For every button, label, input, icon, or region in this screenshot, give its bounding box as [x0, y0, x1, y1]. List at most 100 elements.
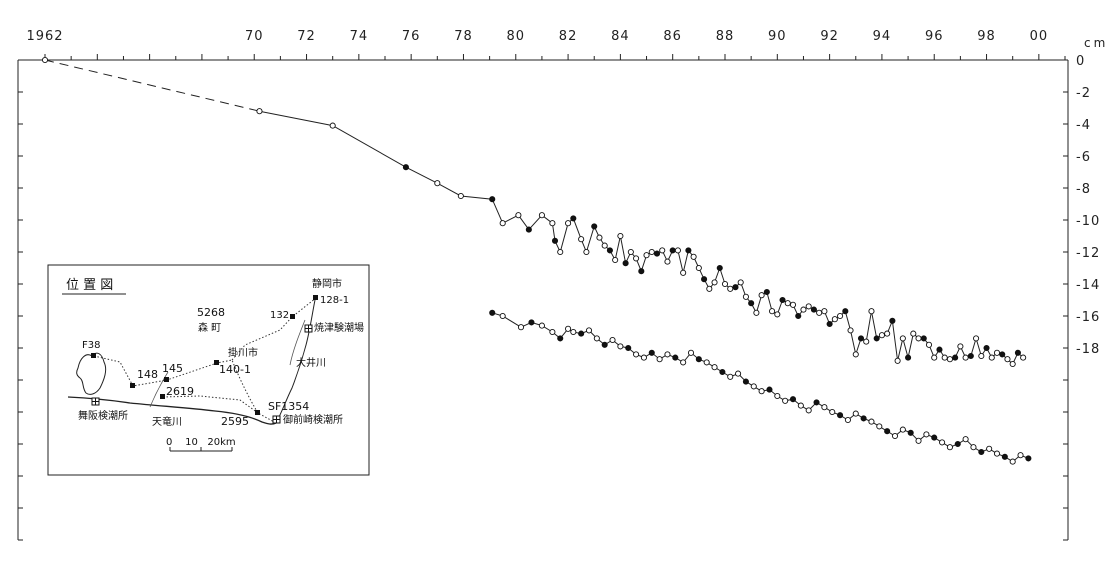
series-2-point [680, 359, 687, 366]
x-tick-label: 96 [925, 29, 944, 44]
series-2-point [789, 396, 797, 403]
series-2-point [750, 383, 757, 390]
series-1-point [842, 308, 849, 315]
series-1-point [847, 327, 854, 334]
series-1-point [41, 56, 49, 64]
series-1-point [973, 335, 980, 342]
series-1-point [810, 306, 817, 313]
series-2-point [719, 368, 726, 376]
series-1-point [557, 248, 564, 256]
series-2-point [625, 344, 632, 352]
y-unit-label: cm [1084, 36, 1108, 50]
series-2-point [549, 328, 556, 336]
y-tick-label: -14 [1076, 278, 1100, 293]
series-2-point [844, 416, 851, 424]
x-tick-label: 00 [1030, 29, 1049, 44]
y-tick-label: 0 [1076, 54, 1085, 69]
series-2-point [1001, 453, 1008, 460]
series-1-point [925, 341, 933, 348]
scale-bar: 0 10 20km [166, 437, 236, 452]
series-1-point [795, 312, 802, 320]
series-1-point [905, 354, 912, 361]
series-1-point [789, 301, 797, 308]
series-2-line [492, 312, 1029, 463]
series-2-point [601, 341, 608, 348]
series-2-point [565, 325, 572, 332]
series-1-point [769, 308, 776, 315]
inset-title: 位 置 図 [66, 278, 113, 293]
series-2-point [664, 351, 671, 358]
series-1-point [920, 335, 927, 342]
series-2-point [868, 418, 875, 425]
series-1-point [732, 284, 739, 291]
series-1-point [852, 351, 859, 358]
series-1-point [570, 215, 577, 222]
chart-axes [17, 54, 1069, 541]
bm-132-marker [290, 314, 295, 319]
label-yaizu: 焼津験潮場 [314, 321, 364, 334]
series-1-point [894, 357, 901, 364]
series-2-point [656, 356, 663, 363]
series-1-point [643, 252, 650, 259]
label-bm-132: 132 [270, 310, 289, 321]
series-2-point [517, 324, 525, 331]
label-bm-148: 148 [137, 368, 158, 381]
series-2-point [970, 444, 977, 451]
series-1-point [638, 268, 645, 275]
series-1-point [664, 258, 671, 265]
series-1-point [680, 269, 687, 276]
series-1-point [549, 220, 556, 227]
series-1-point [993, 349, 1001, 356]
tenryu-river [149, 371, 169, 408]
label-sf1354: SF1354 [268, 400, 309, 413]
label-bm-2595: 2595 [221, 415, 249, 428]
series-2-point [695, 356, 702, 363]
series-2-point [735, 370, 742, 377]
series-2-point [993, 450, 1001, 457]
series-1-point [962, 354, 969, 361]
series-1-point [612, 256, 619, 264]
series-1-point [706, 285, 713, 292]
bm-2619-marker [160, 394, 165, 399]
series-1-point [899, 335, 906, 342]
x-tick-label: 98 [977, 29, 996, 44]
series-1-point [857, 335, 865, 342]
series-1-point [685, 247, 692, 254]
omaezaki-station-icon [272, 415, 281, 424]
series-1-point [742, 293, 749, 300]
series-1-line [259, 110, 1024, 365]
series-1-point [779, 296, 786, 304]
series-1-point [690, 253, 697, 260]
x-tick-label: 72 [297, 29, 316, 44]
series-2-point [813, 399, 820, 406]
series-1-point [816, 309, 823, 316]
series-1-point [868, 308, 875, 315]
series-2-point [609, 336, 616, 344]
series-1-point [999, 351, 1006, 358]
series-2-point [687, 349, 695, 356]
y-tick-label: -16 [1076, 310, 1100, 325]
x-tick-label: 90 [768, 29, 787, 44]
series-1-point [826, 320, 833, 328]
label-tenryu: 天竜川 [152, 415, 182, 428]
bm-128-marker [313, 295, 318, 300]
series-1-point [946, 356, 953, 363]
series-1-point [1004, 356, 1011, 363]
series-1-point [674, 247, 681, 254]
scale-bar-label: 0 10 20km [166, 437, 236, 448]
series-1-point [915, 335, 922, 342]
series-1-point [1009, 360, 1016, 368]
leveling-route [93, 297, 317, 424]
series-points [41, 56, 1032, 465]
label-shizuoka: 静岡市 [312, 277, 342, 290]
bm-sf1354-marker [255, 410, 260, 415]
label-bm-2619: 2619 [166, 385, 194, 398]
x-tick-label: 70 [245, 29, 264, 44]
series-2-point [640, 354, 647, 361]
x-tick-label: 74 [350, 29, 369, 44]
series-1-point [606, 247, 613, 254]
series-2-point [633, 351, 640, 358]
series-1-point [878, 332, 885, 339]
series-1-point [988, 354, 995, 361]
